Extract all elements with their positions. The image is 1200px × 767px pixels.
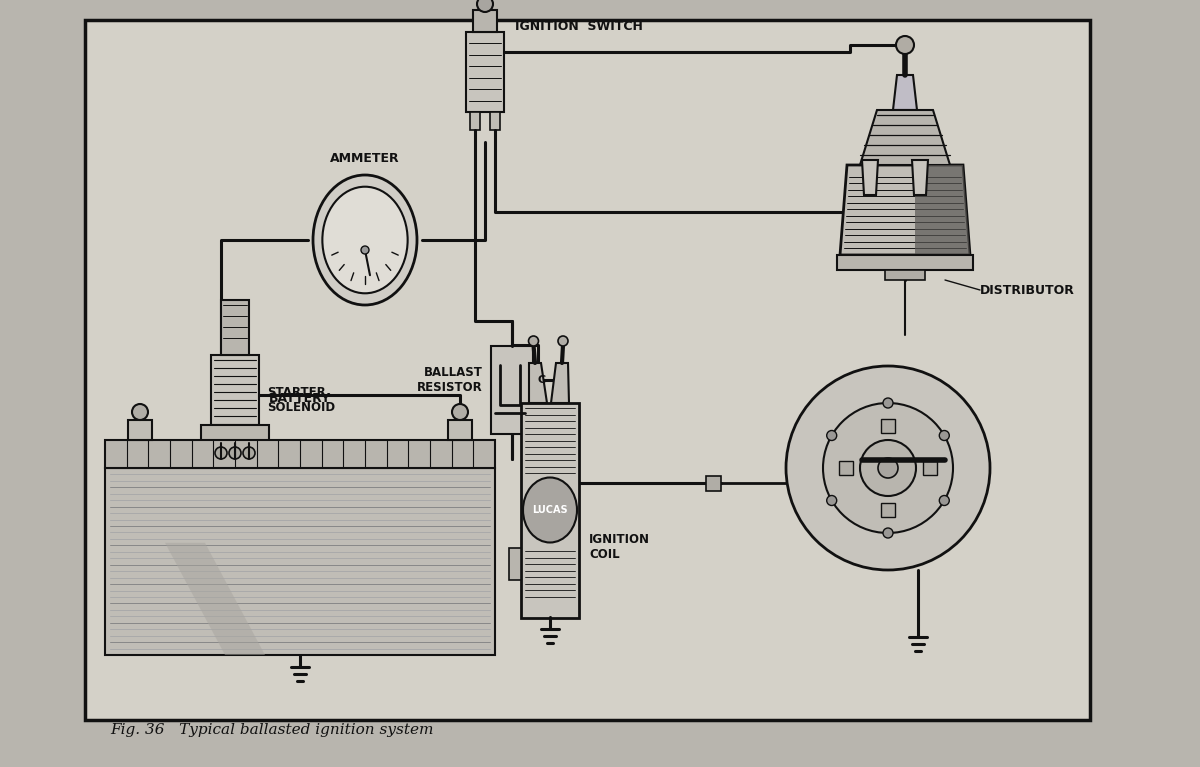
Bar bbox=[473, 10, 497, 32]
Circle shape bbox=[883, 398, 893, 408]
Bar bbox=[106, 440, 496, 468]
Circle shape bbox=[896, 36, 914, 54]
Bar bbox=[490, 112, 500, 130]
Polygon shape bbox=[860, 110, 950, 165]
Text: Fig. 36   Typical ballasted ignition system: Fig. 36 Typical ballasted ignition syste… bbox=[110, 723, 433, 737]
Bar bbox=[886, 270, 925, 280]
Circle shape bbox=[827, 430, 836, 440]
Bar bbox=[211, 355, 259, 425]
Bar bbox=[470, 112, 480, 130]
Ellipse shape bbox=[313, 175, 418, 305]
Circle shape bbox=[558, 336, 568, 346]
Circle shape bbox=[786, 366, 990, 570]
Polygon shape bbox=[840, 165, 970, 255]
Text: BALLAST
RESISTOR: BALLAST RESISTOR bbox=[418, 366, 482, 394]
Circle shape bbox=[229, 447, 241, 459]
Bar bbox=[839, 461, 853, 475]
Ellipse shape bbox=[523, 478, 577, 542]
Circle shape bbox=[478, 0, 493, 12]
Polygon shape bbox=[912, 160, 928, 195]
Text: STARTER
SOLENOID: STARTER SOLENOID bbox=[266, 386, 335, 414]
Circle shape bbox=[823, 403, 953, 533]
Polygon shape bbox=[862, 160, 878, 195]
Polygon shape bbox=[551, 363, 569, 403]
Circle shape bbox=[940, 495, 949, 505]
Circle shape bbox=[940, 430, 949, 440]
Bar bbox=[202, 425, 269, 443]
Bar bbox=[491, 346, 533, 434]
Polygon shape bbox=[893, 75, 917, 110]
Text: IGNITION  SWITCH: IGNITION SWITCH bbox=[515, 21, 643, 34]
Text: BATTERY: BATTERY bbox=[269, 392, 331, 405]
Circle shape bbox=[215, 447, 227, 459]
Circle shape bbox=[452, 404, 468, 420]
Bar bbox=[128, 420, 152, 440]
Bar bbox=[521, 403, 580, 618]
Bar bbox=[706, 476, 721, 491]
Text: LUCAS: LUCAS bbox=[532, 505, 568, 515]
Polygon shape bbox=[529, 363, 547, 403]
Circle shape bbox=[878, 458, 898, 478]
Ellipse shape bbox=[323, 186, 408, 293]
Circle shape bbox=[528, 336, 539, 346]
Circle shape bbox=[827, 495, 836, 505]
Bar bbox=[221, 300, 250, 355]
Text: DISTRIBUTOR: DISTRIBUTOR bbox=[980, 284, 1075, 297]
Circle shape bbox=[883, 528, 893, 538]
Bar bbox=[881, 503, 895, 517]
Bar bbox=[106, 468, 496, 655]
Text: C: C bbox=[538, 375, 545, 385]
Bar bbox=[509, 548, 521, 580]
Bar bbox=[448, 420, 472, 440]
Circle shape bbox=[361, 246, 370, 254]
Polygon shape bbox=[166, 543, 265, 655]
Bar bbox=[923, 461, 937, 475]
Circle shape bbox=[860, 440, 916, 496]
Bar bbox=[881, 419, 895, 433]
Bar bbox=[466, 32, 504, 112]
Text: AMMETER: AMMETER bbox=[330, 152, 400, 165]
Circle shape bbox=[244, 447, 256, 459]
Bar bbox=[838, 255, 973, 270]
Circle shape bbox=[132, 404, 148, 420]
Polygon shape bbox=[916, 165, 970, 255]
Text: IGNITION
COIL: IGNITION COIL bbox=[589, 533, 650, 561]
